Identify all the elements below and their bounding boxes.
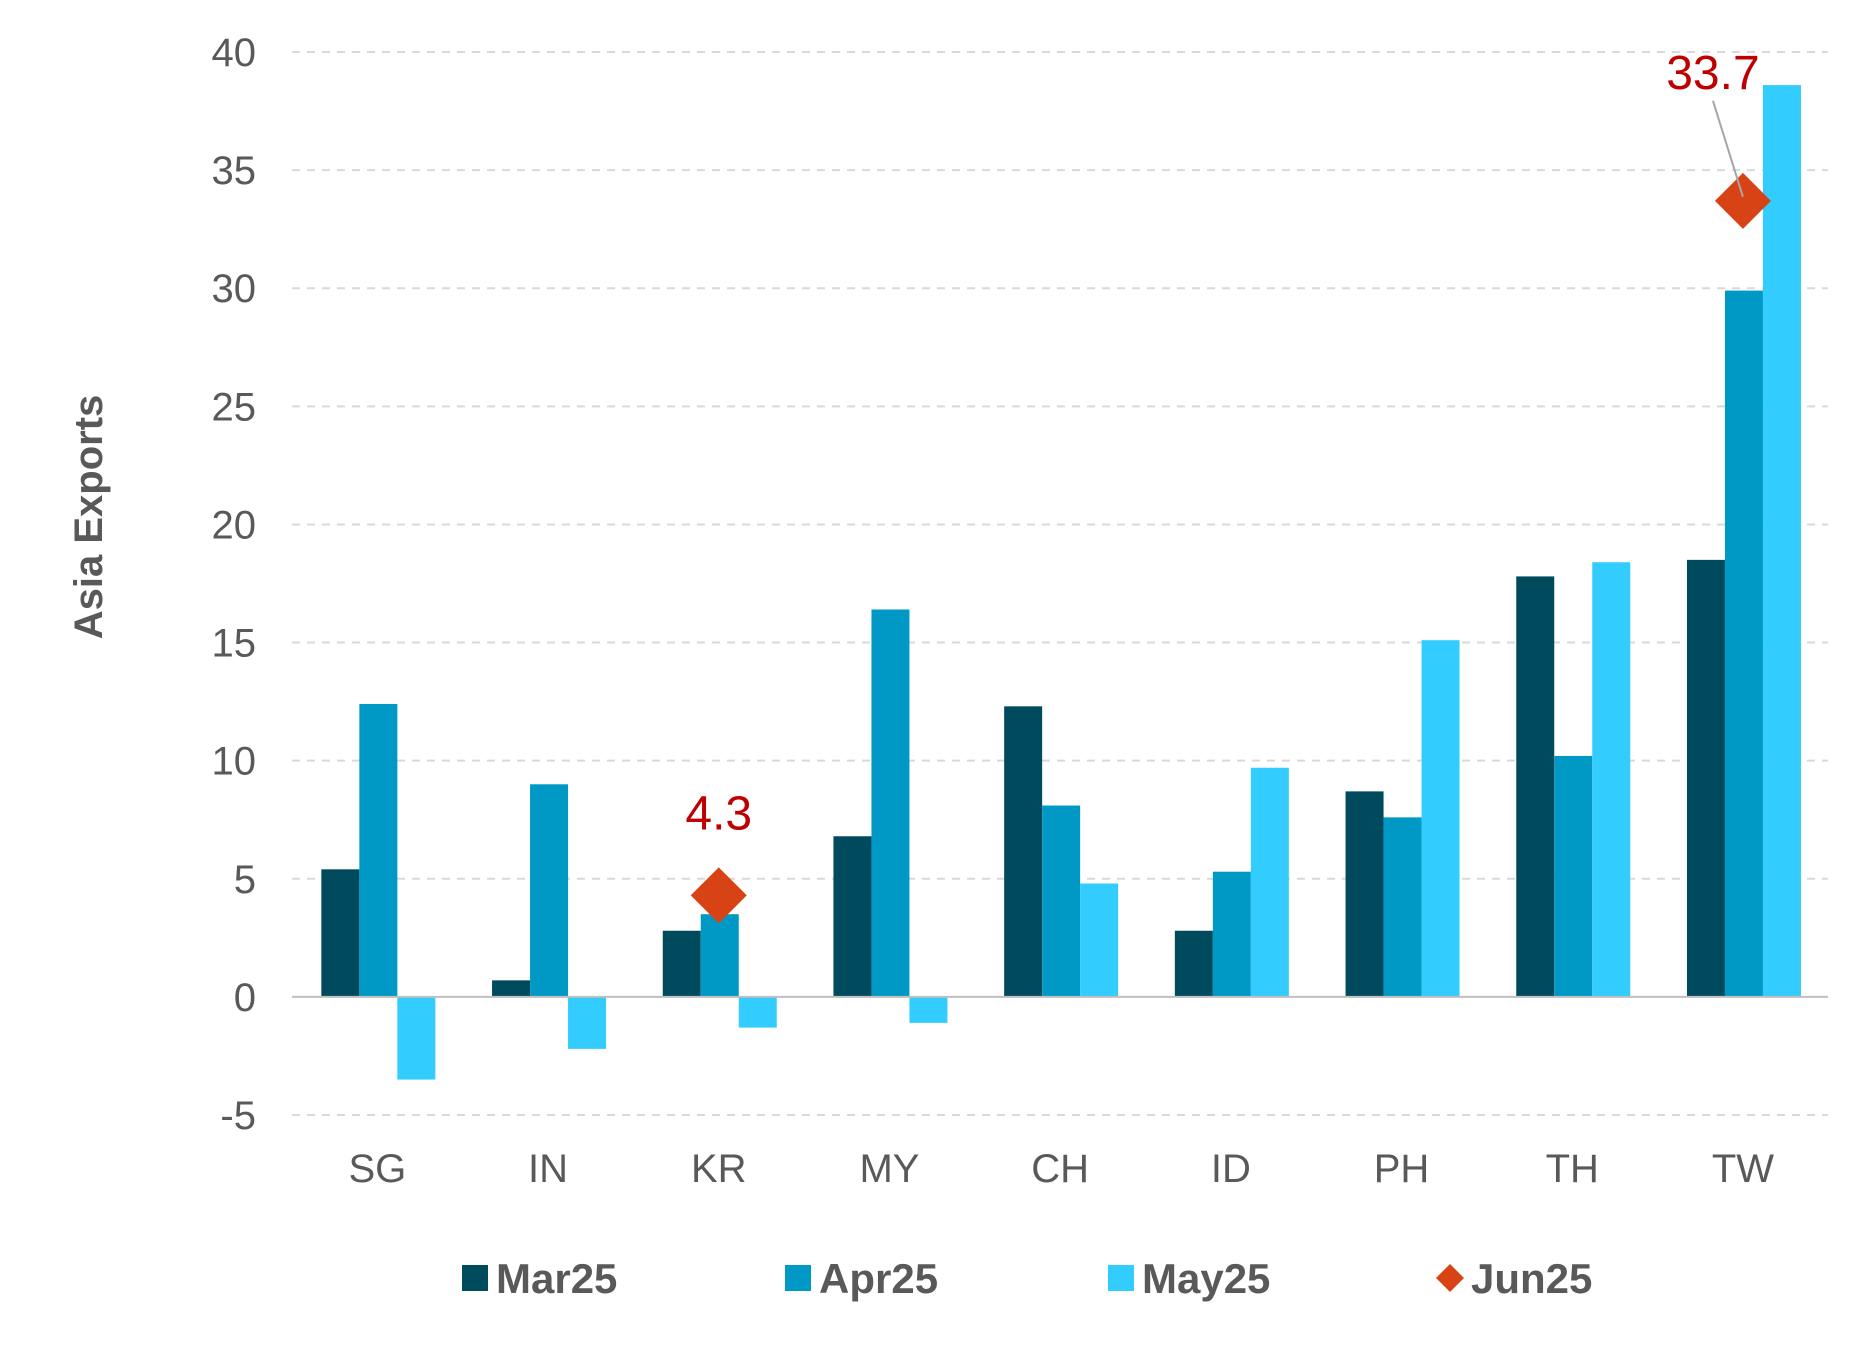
legend-item-apr25: Apr25 (785, 1255, 938, 1302)
x-tick-label-in: IN (528, 1147, 568, 1191)
legend-label: Jun25 (1471, 1255, 1592, 1302)
x-tick-label-sg: SG (348, 1147, 406, 1191)
bar-apr25-kr (700, 914, 739, 997)
bar-may25-ph (1421, 640, 1460, 997)
bar-mar25-tw (1686, 559, 1725, 997)
bar-mar25-kr (662, 930, 701, 997)
y-tick-label: 0 (234, 976, 256, 1020)
x-tick-label-my: MY (859, 1147, 919, 1191)
x-tick-label-ph: PH (1374, 1147, 1430, 1191)
legend-item-jun25: Jun25 (1436, 1255, 1592, 1302)
y-tick-label: 5 (234, 858, 256, 902)
bar-mar25-ch (1004, 706, 1043, 997)
x-tick-label-ch: CH (1031, 1147, 1089, 1191)
legend-swatch (785, 1265, 811, 1291)
bar-may25-my (909, 996, 948, 1023)
bar-apr25-tw (1724, 290, 1763, 997)
bar-mar25-my (833, 836, 872, 997)
bar-apr25-ph (1383, 817, 1422, 997)
bar-may25-ch (1080, 883, 1119, 997)
y-tick-label: 10 (212, 740, 257, 784)
legend-swatch (462, 1265, 488, 1291)
legend-swatch (1436, 1264, 1464, 1292)
marker-jun25-kr (690, 867, 747, 924)
legend-label: May25 (1142, 1255, 1270, 1302)
legend-item-mar25: Mar25 (462, 1255, 617, 1302)
y-tick-label: 15 (212, 622, 257, 666)
bar-may25-sg (397, 996, 436, 1080)
bar-mar25-in (492, 980, 531, 997)
y-tick-label: -5 (220, 1094, 256, 1138)
y-tick-label: 40 (212, 31, 257, 75)
bar-mar25-ph (1345, 791, 1384, 997)
bar-apr25-ch (1042, 805, 1081, 997)
bar-may25-in (568, 996, 607, 1049)
marker-jun25-tw (1714, 172, 1771, 229)
legend-swatch (1108, 1265, 1134, 1291)
y-tick-label: 25 (212, 385, 257, 429)
y-tick-label: 30 (212, 267, 257, 311)
data-label-tw: 33.7 (1666, 47, 1759, 100)
legend-item-may25: May25 (1108, 1255, 1270, 1302)
legend: Mar25 Apr25 May25 Jun25 (462, 1255, 1592, 1302)
bar-apr25-sg (359, 703, 398, 997)
bar-may25-th (1592, 562, 1631, 997)
x-tick-label-th: TH (1546, 1147, 1599, 1191)
bar-may25-tw (1762, 85, 1801, 997)
x-axis-ticks: SG IN KR MY CH ID PH TH TW (348, 1147, 1774, 1191)
bar-apr25-in (530, 784, 569, 997)
annotation-leader-line (1711, 100, 1744, 198)
y-tick-label: 20 (212, 503, 257, 547)
y-axis-title: Asia Exports (67, 395, 111, 640)
x-tick-label-id: ID (1211, 1147, 1251, 1191)
bar-may25-id (1250, 767, 1289, 997)
x-tick-label-kr: KR (691, 1147, 747, 1191)
bar-apr25-my (871, 609, 910, 997)
bar-may25-kr (738, 996, 777, 1028)
legend-label: Apr25 (819, 1255, 938, 1302)
bar-mar25-id (1174, 930, 1213, 997)
bar-apr25-id (1212, 871, 1251, 997)
legend-label: Mar25 (496, 1255, 617, 1302)
bar-apr25-th (1554, 755, 1593, 997)
bar-mar25-th (1516, 576, 1555, 997)
y-axis-ticks: -5 0 5 10 15 20 25 30 35 40 (212, 31, 257, 1138)
bars (321, 85, 1801, 1080)
jun25-markers (690, 172, 1771, 924)
bar-mar25-sg (321, 869, 360, 997)
x-tick-label-tw: TW (1712, 1147, 1774, 1191)
data-label-kr: 4.3 (685, 787, 752, 840)
y-tick-label: 35 (212, 149, 257, 193)
annotations: 4.3 33.7 (685, 47, 1759, 840)
